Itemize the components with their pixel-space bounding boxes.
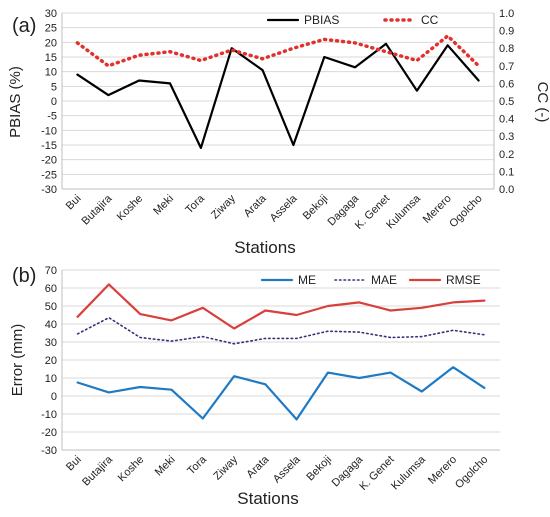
x-tick-label: Koshe [115,193,146,224]
panel-a-legend: PBIAS CC [266,13,439,27]
y-tick-label: 50 [45,301,57,313]
x-tick-label: Meki [151,193,176,218]
panel-a-y-tick-labels: 30 25 20 15 10 5 0 -5 -10 -15 -20 -25 -30 [41,8,57,196]
panel-a-label: (a) [12,15,36,37]
y2-tick-label: 0.5 [499,96,514,108]
y-tick-label: -10 [41,125,57,137]
panel-b: (b) 70 60 50 40 30 20 10 0 -10 -20 -30 BuiButajira… [9,265,500,508]
x-tick-label: Butajira [80,453,115,488]
panel-b-y-tick-labels: 70 60 50 40 30 20 10 0 -10 -20 -30 [41,265,57,457]
x-tick-label: Meki [153,454,178,479]
y-tick-label: 30 [45,337,57,349]
legend-label-cc: CC [421,13,439,27]
y-tick-label: -20 [41,155,57,167]
panel-a-y-axis-label: PBIAS (%) [7,66,24,138]
x-tick-label: Bui [64,193,84,213]
x-tick-label: Tora [185,453,209,477]
x-tick-label: Assela [271,453,303,485]
x-tick-label: Bekoji [301,193,331,223]
y2-tick-label: 0.1 [499,166,514,178]
x-tick-label: Kulumsa [384,192,423,231]
series-line-pbias [76,42,480,149]
y-tick-label: 0 [51,96,57,108]
panel-a-axes [61,13,495,190]
y-tick-label: 60 [45,283,57,295]
panel-b-axes [61,270,500,451]
panel-a-x-axis-label: Stations [234,238,295,257]
y-tick-label: 25 [45,23,57,35]
y2-tick-label: 1.0 [499,8,514,20]
series-line-mae [76,316,486,345]
y2-tick-label: 0.6 [499,78,514,90]
x-tick-label: Arata [242,192,270,220]
y2-tick-label: 0.0 [499,184,514,196]
y2-tick-label: 0.2 [499,149,514,161]
y-tick-label: 20 [45,37,57,49]
panel-a-y2-tick-labels: 1.0 0.9 0.8 0.7 0.6 0.5 0.4 0.3 0.2 0.1 0.0 [499,8,514,196]
panel-b-x-axis-label: Stations [237,489,298,508]
y-tick-label: 10 [45,373,57,385]
y-tick-label: 15 [45,52,57,64]
y-tick-label: 70 [45,265,57,277]
x-tick-label: Bui [64,454,84,474]
panel-b-grid [62,269,500,451]
x-tick-label: Assela [268,192,300,224]
x-tick-label: Kulumsa [389,453,428,492]
x-tick-label: Ogolcho [447,193,484,230]
y2-tick-label: 0.4 [499,114,514,126]
panel-b-legend: ME MAE RMSE [260,273,481,287]
y2-tick-label: 0.3 [499,131,514,143]
y-tick-label: 40 [45,319,57,331]
series-line-me [76,366,486,421]
y-tick-label: 0 [51,391,57,403]
y-tick-label: -25 [41,169,57,181]
panel-a-series [75,34,481,149]
x-tick-label: Tora [183,192,207,216]
legend-label-mae: MAE [371,273,397,287]
panel-a-grid [62,12,494,190]
x-tick-label: Ogolcho [453,454,490,491]
x-tick-label: Butajira [80,192,115,227]
series-line-cc [75,34,481,68]
legend-label-me: ME [298,273,316,287]
y-tick-label: -5 [47,111,57,123]
x-tick-label: Arata [244,453,272,481]
x-tick-label: Koshe [116,454,147,485]
legend-label-rmse: RMSE [446,273,481,287]
y-tick-label: -30 [41,445,57,457]
panel-a-y2-axis-label: CC (-) [534,82,550,123]
x-tick-label: Ziway [211,453,240,482]
y2-tick-label: 0.9 [499,26,514,38]
y-tick-label: -15 [41,140,57,152]
y-tick-label: 5 [51,81,57,93]
y-tick-label: -10 [41,409,57,421]
y-tick-label: -30 [41,184,57,196]
y-tick-label: 20 [45,355,57,367]
y-tick-label: 30 [45,8,57,20]
legend-label-pbias: PBIAS [304,13,339,27]
y-tick-label: 10 [45,67,57,79]
x-tick-label: K. Genet [357,454,396,493]
series-line-rmse [76,283,486,330]
y2-tick-label: 0.8 [499,43,514,55]
x-tick-label: Ziway [209,192,238,221]
panel-b-label: (b) [12,265,36,287]
y2-tick-label: 0.7 [499,61,514,73]
x-tick-label: Bekoji [304,454,334,484]
panel-b-series [76,283,486,421]
y-tick-label: -20 [41,427,57,439]
panel-b-y-axis-label: Error (mm) [9,324,26,396]
panel-a: (a) 30 25 20 15 10 5 0 -5 -10 -15 -20 -25 -30 1.0 0.9… [7,8,550,257]
